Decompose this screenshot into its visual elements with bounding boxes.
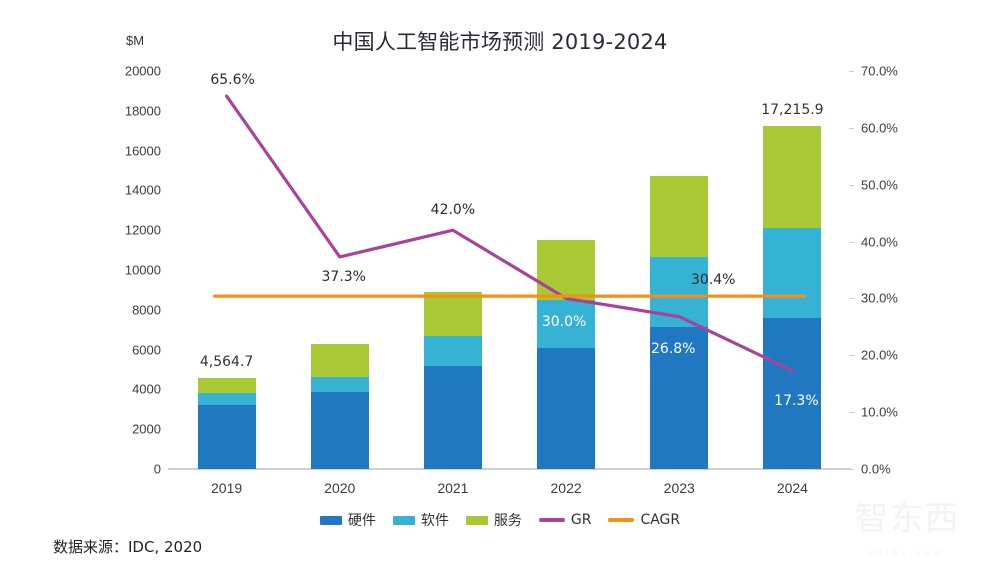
bar-segment[interactable] — [197, 405, 256, 469]
bar-group[interactable]: 4,564.7 2019 — [197, 71, 256, 496]
gr-point-label: 65.6% — [210, 72, 255, 89]
legend-line-icon — [608, 518, 635, 522]
y-axis-tick-label: 6000 — [132, 342, 161, 358]
y-axis-tick-label: 8000 — [132, 302, 161, 318]
gr-line[interactable] — [224, 94, 795, 373]
bar-segment[interactable] — [423, 335, 482, 366]
y2-axis-tick-label: 40.0% — [861, 234, 898, 250]
bar-segment[interactable] — [650, 326, 709, 469]
legend-label: 软件 — [420, 513, 449, 529]
bar-segment[interactable] — [197, 393, 256, 406]
page-title: 中国人工智能市场预测 2019-2024 — [332, 30, 668, 54]
bar-segment[interactable] — [537, 300, 596, 349]
y2-axis-tick-label: 0.0% — [861, 461, 891, 477]
legend-swatch-icon — [319, 515, 342, 525]
y2-axis-tick-label: 20.0% — [861, 347, 898, 363]
bar-group[interactable]: 2021 — [423, 71, 482, 496]
bar-group[interactable]: 2020 — [310, 71, 369, 496]
bar-segment[interactable] — [423, 365, 482, 469]
plot-area: 0 2000 4000 6000 8000 10000 12000 14000 16000 180… — [125, 64, 898, 497]
bar-segment[interactable] — [423, 291, 482, 336]
bar-segment[interactable] — [310, 344, 369, 377]
legend-item[interactable]: GR — [538, 512, 592, 528]
y2-axis-tick-mark — [849, 71, 854, 72]
bar-group[interactable]: 17,215.9 2024 — [761, 71, 824, 496]
x-axis-tick-label: 2020 — [324, 480, 356, 496]
legend-item[interactable]: 服务 — [465, 510, 522, 530]
bar-segment[interactable] — [310, 376, 369, 392]
legend-item[interactable]: 软件 — [392, 510, 449, 530]
y2-axis-tick-label: 30.0% — [861, 290, 898, 306]
bar-segment[interactable] — [650, 176, 709, 257]
line-series-layer — [212, 94, 807, 373]
y-axis-tick-label: 4000 — [132, 381, 161, 397]
legend-label: 硬件 — [347, 513, 376, 529]
bar-segment[interactable] — [310, 392, 369, 469]
y-axis-tick-label: 10000 — [124, 262, 161, 278]
y2-axis-tick-label: 70.0% — [861, 63, 898, 79]
gr-point-label: 17.3% — [774, 392, 819, 409]
legend-line-icon — [538, 518, 565, 522]
category-axis-line — [168, 468, 851, 470]
x-axis-tick-label: 2023 — [663, 480, 695, 496]
bar-segment[interactable] — [763, 318, 822, 469]
y-axis-tick-label: 20000 — [124, 63, 161, 79]
legend-item[interactable]: 硬件 — [319, 510, 376, 530]
y2-axis-tick-mark — [849, 184, 854, 186]
y-axis-tick-label: 18000 — [124, 103, 161, 119]
y-axis-tick-label: 14000 — [124, 182, 161, 198]
gr-point-label: 26.8% — [651, 340, 696, 357]
y2-axis-tick-mark — [849, 298, 854, 300]
cagr-value-label: 30.4% — [691, 272, 736, 289]
y2-axis-tick-label: 50.0% — [861, 177, 898, 193]
source-note: 数据来源：IDC, 2020 — [53, 538, 203, 556]
bar-total-label: 4,564.7 — [199, 354, 254, 371]
bar-segment[interactable] — [763, 228, 822, 319]
y2-axis-tick-mark — [849, 241, 854, 243]
y-axis-unit-label: $M — [126, 33, 145, 48]
y-axis-tick-label: 0 — [153, 461, 161, 477]
bar-segment[interactable] — [537, 348, 596, 469]
bar-total-label: 17,215.9 — [761, 102, 824, 119]
x-axis-tick-label: 2019 — [211, 480, 243, 496]
gr-point-label: 42.0% — [430, 202, 476, 219]
y2-axis-tick-label: 60.0% — [861, 120, 898, 136]
bar-segment[interactable] — [197, 378, 256, 394]
legend-swatch-icon — [392, 515, 415, 525]
legend-label: CAGR — [640, 512, 681, 528]
y2-axis-tick-mark — [849, 127, 854, 129]
watermark-url: zhidx.com — [868, 548, 946, 558]
legend-swatch-icon — [465, 515, 488, 525]
legend-label: GR — [570, 512, 592, 528]
x-axis-tick-label: 2024 — [776, 480, 808, 496]
gr-point-label: 37.3% — [321, 268, 366, 285]
bar-group[interactable]: 2022 — [537, 71, 596, 496]
y-axis-tick-label: 12000 — [124, 222, 161, 238]
chart-legend: 硬件 软件 服务 GR CAGR — [0, 510, 1000, 530]
y2-axis-tick-label: 10.0% — [861, 404, 898, 420]
y-axis-tick-label: 16000 — [124, 143, 161, 159]
legend-label: 服务 — [493, 513, 522, 529]
legend-item[interactable]: CAGR — [608, 512, 680, 528]
y2-axis-tick-mark — [849, 469, 854, 470]
y2-axis-tick-mark — [849, 355, 854, 357]
gr-point-label: 30.0% — [541, 314, 587, 331]
bar-segment[interactable] — [537, 239, 596, 301]
x-axis-tick-label: 2021 — [437, 480, 469, 496]
x-axis-tick-label: 2022 — [550, 480, 582, 496]
y2-axis-tick-mark — [849, 412, 854, 414]
bar-segment[interactable] — [763, 126, 822, 229]
y-axis-tick-label: 2000 — [132, 421, 161, 437]
